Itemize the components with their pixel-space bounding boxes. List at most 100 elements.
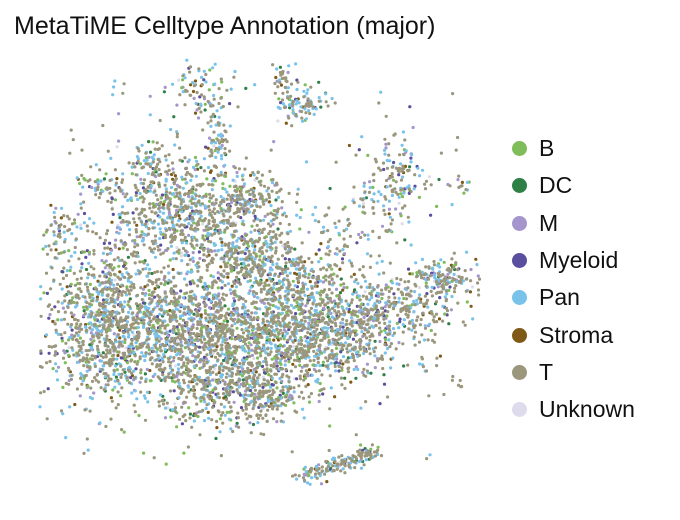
scatter-point (71, 348, 75, 352)
scatter-point (236, 391, 240, 395)
scatter-point (129, 376, 133, 380)
scatter-point (251, 292, 255, 296)
scatter-point (205, 237, 210, 241)
scatter-point (151, 290, 155, 294)
scatter-point (249, 230, 253, 234)
scatter-point (317, 393, 321, 397)
scatter-point (401, 323, 405, 327)
scatter-point (423, 324, 427, 328)
scatter-point (147, 316, 151, 320)
scatter-point (171, 368, 175, 372)
scatter-point (80, 266, 84, 270)
scatter-point (133, 376, 137, 380)
scatter-point (218, 278, 222, 282)
scatter-point (356, 281, 360, 285)
scatter-point (173, 326, 177, 330)
scatter-point (449, 308, 453, 312)
scatter-point (367, 347, 371, 351)
scatter-point (130, 165, 134, 169)
scatter-point (96, 279, 100, 283)
scatter-point (63, 361, 67, 365)
scatter-point (406, 267, 411, 271)
scatter-point (188, 295, 192, 299)
scatter-point (88, 292, 92, 296)
scatter-point (205, 293, 209, 297)
scatter-point (139, 286, 143, 290)
scatter-point (305, 363, 309, 367)
scatter-point (83, 312, 87, 316)
scatter-point (382, 373, 386, 377)
scatter-point (72, 353, 76, 357)
scatter-point (271, 263, 275, 267)
scatter-point (79, 372, 83, 376)
scatter-point (156, 293, 160, 298)
scatter-point (51, 367, 55, 371)
scatter-point (402, 364, 406, 368)
scatter-point (288, 325, 292, 329)
scatter-point (262, 346, 266, 350)
scatter-point (194, 297, 198, 301)
scatter-point (210, 188, 214, 192)
scatter-point (410, 328, 414, 332)
scatter-point (235, 326, 239, 330)
scatter-point (92, 275, 96, 279)
scatter-point (190, 349, 194, 353)
scatter-point (168, 317, 172, 321)
scatter-point (199, 275, 203, 279)
scatter-point (197, 345, 202, 349)
scatter-point (433, 332, 437, 336)
scatter-point (60, 301, 64, 305)
scatter-point (269, 350, 273, 354)
scatter-point (185, 320, 189, 325)
scatter-point (261, 317, 265, 321)
scatter-point (299, 336, 303, 340)
scatter-point (54, 328, 58, 332)
scatter-point (176, 367, 181, 371)
scatter-point (109, 396, 113, 400)
scatter-point (385, 347, 390, 351)
scatter-point (248, 384, 252, 388)
scatter-point (307, 473, 311, 477)
scatter-point (430, 266, 435, 270)
scatter-point (192, 312, 196, 316)
scatter-point (181, 313, 185, 317)
scatter-point (276, 335, 280, 339)
scatter-point (96, 178, 100, 182)
scatter-point (305, 91, 309, 95)
scatter-point (208, 291, 212, 295)
scatter-point (302, 472, 306, 476)
scatter-point (189, 318, 193, 322)
scatter-point (328, 374, 332, 378)
scatter-point (217, 115, 221, 119)
scatter-point (401, 130, 405, 134)
scatter-point (177, 322, 181, 326)
scatter-point (240, 345, 244, 350)
scatter-point (222, 405, 227, 409)
scatter-point (141, 291, 145, 295)
scatter-point (198, 279, 202, 283)
scatter-point (351, 329, 355, 333)
scatter-point (94, 378, 98, 382)
scatter-point (314, 252, 318, 256)
scatter-point (162, 202, 166, 207)
scatter-point (337, 364, 341, 369)
scatter-point (169, 415, 173, 419)
scatter-point (123, 290, 127, 294)
scatter-point (423, 326, 428, 330)
scatter-point (190, 327, 194, 331)
scatter-point (277, 352, 281, 356)
scatter-point (292, 358, 296, 362)
scatter-point (330, 300, 334, 304)
scatter-point (229, 409, 233, 413)
scatter-point (311, 318, 315, 322)
scatter-point (304, 160, 309, 164)
scatter-point (199, 166, 203, 170)
scatter-point (182, 311, 186, 315)
scatter-point (144, 156, 148, 160)
scatter-point (387, 327, 391, 331)
scatter-point (330, 96, 334, 101)
scatter-point (387, 299, 391, 304)
scatter-point (74, 305, 78, 309)
scatter-point (168, 389, 173, 393)
scatter-point (228, 184, 232, 188)
